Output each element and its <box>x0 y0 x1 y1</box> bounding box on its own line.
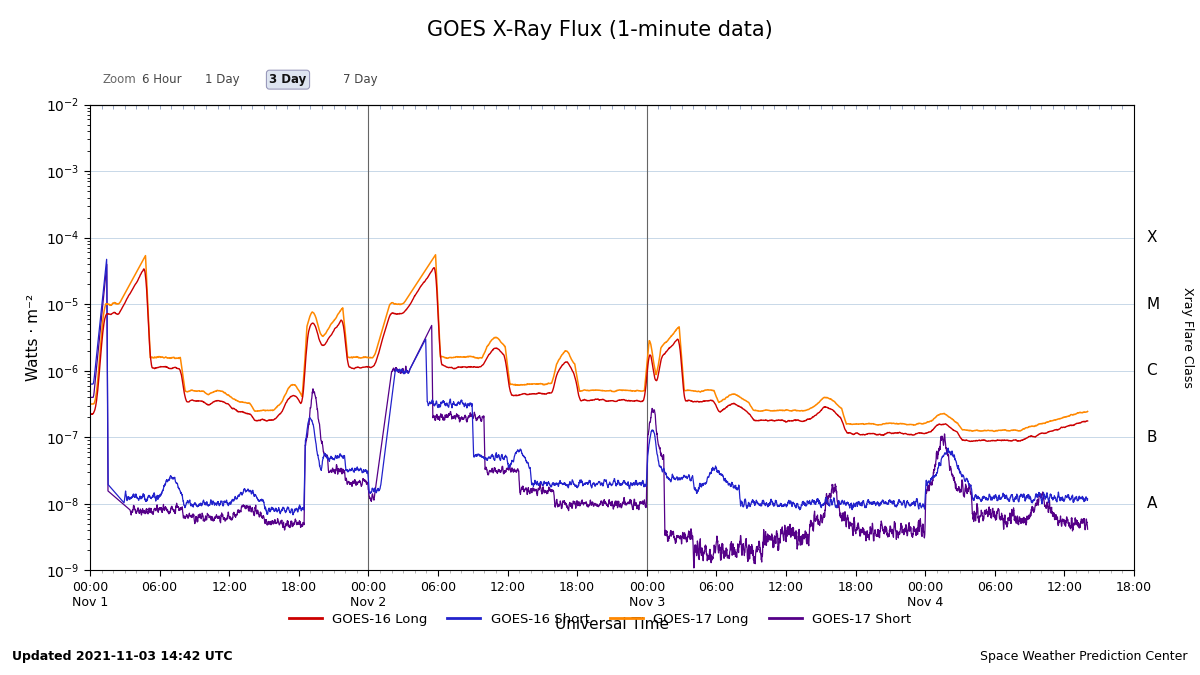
Text: M: M <box>1146 297 1159 312</box>
Text: 7 Day: 7 Day <box>343 73 377 86</box>
Legend: GOES-16 Long, GOES-16 Short, GOES-17 Long, GOES-17 Short: GOES-16 Long, GOES-16 Short, GOES-17 Lon… <box>283 608 917 631</box>
Text: Updated 2021-11-03 14:42 UTC: Updated 2021-11-03 14:42 UTC <box>12 650 233 663</box>
Y-axis label: Xray Flare Class: Xray Flare Class <box>1181 287 1194 388</box>
Text: Space Weather Prediction Center: Space Weather Prediction Center <box>980 650 1188 663</box>
Text: A: A <box>1146 496 1157 512</box>
Text: Zoom: Zoom <box>102 73 136 86</box>
Text: 1 Day: 1 Day <box>205 73 239 86</box>
X-axis label: Universal Time: Universal Time <box>554 617 670 632</box>
Text: B: B <box>1146 430 1157 445</box>
Y-axis label: Watts · m⁻²: Watts · m⁻² <box>25 294 41 381</box>
Text: 3 Day: 3 Day <box>269 73 307 86</box>
Text: GOES X-Ray Flux (1-minute data): GOES X-Ray Flux (1-minute data) <box>427 20 773 40</box>
Text: 6 Hour: 6 Hour <box>142 73 182 86</box>
Text: C: C <box>1146 363 1157 378</box>
Text: X: X <box>1146 230 1157 245</box>
